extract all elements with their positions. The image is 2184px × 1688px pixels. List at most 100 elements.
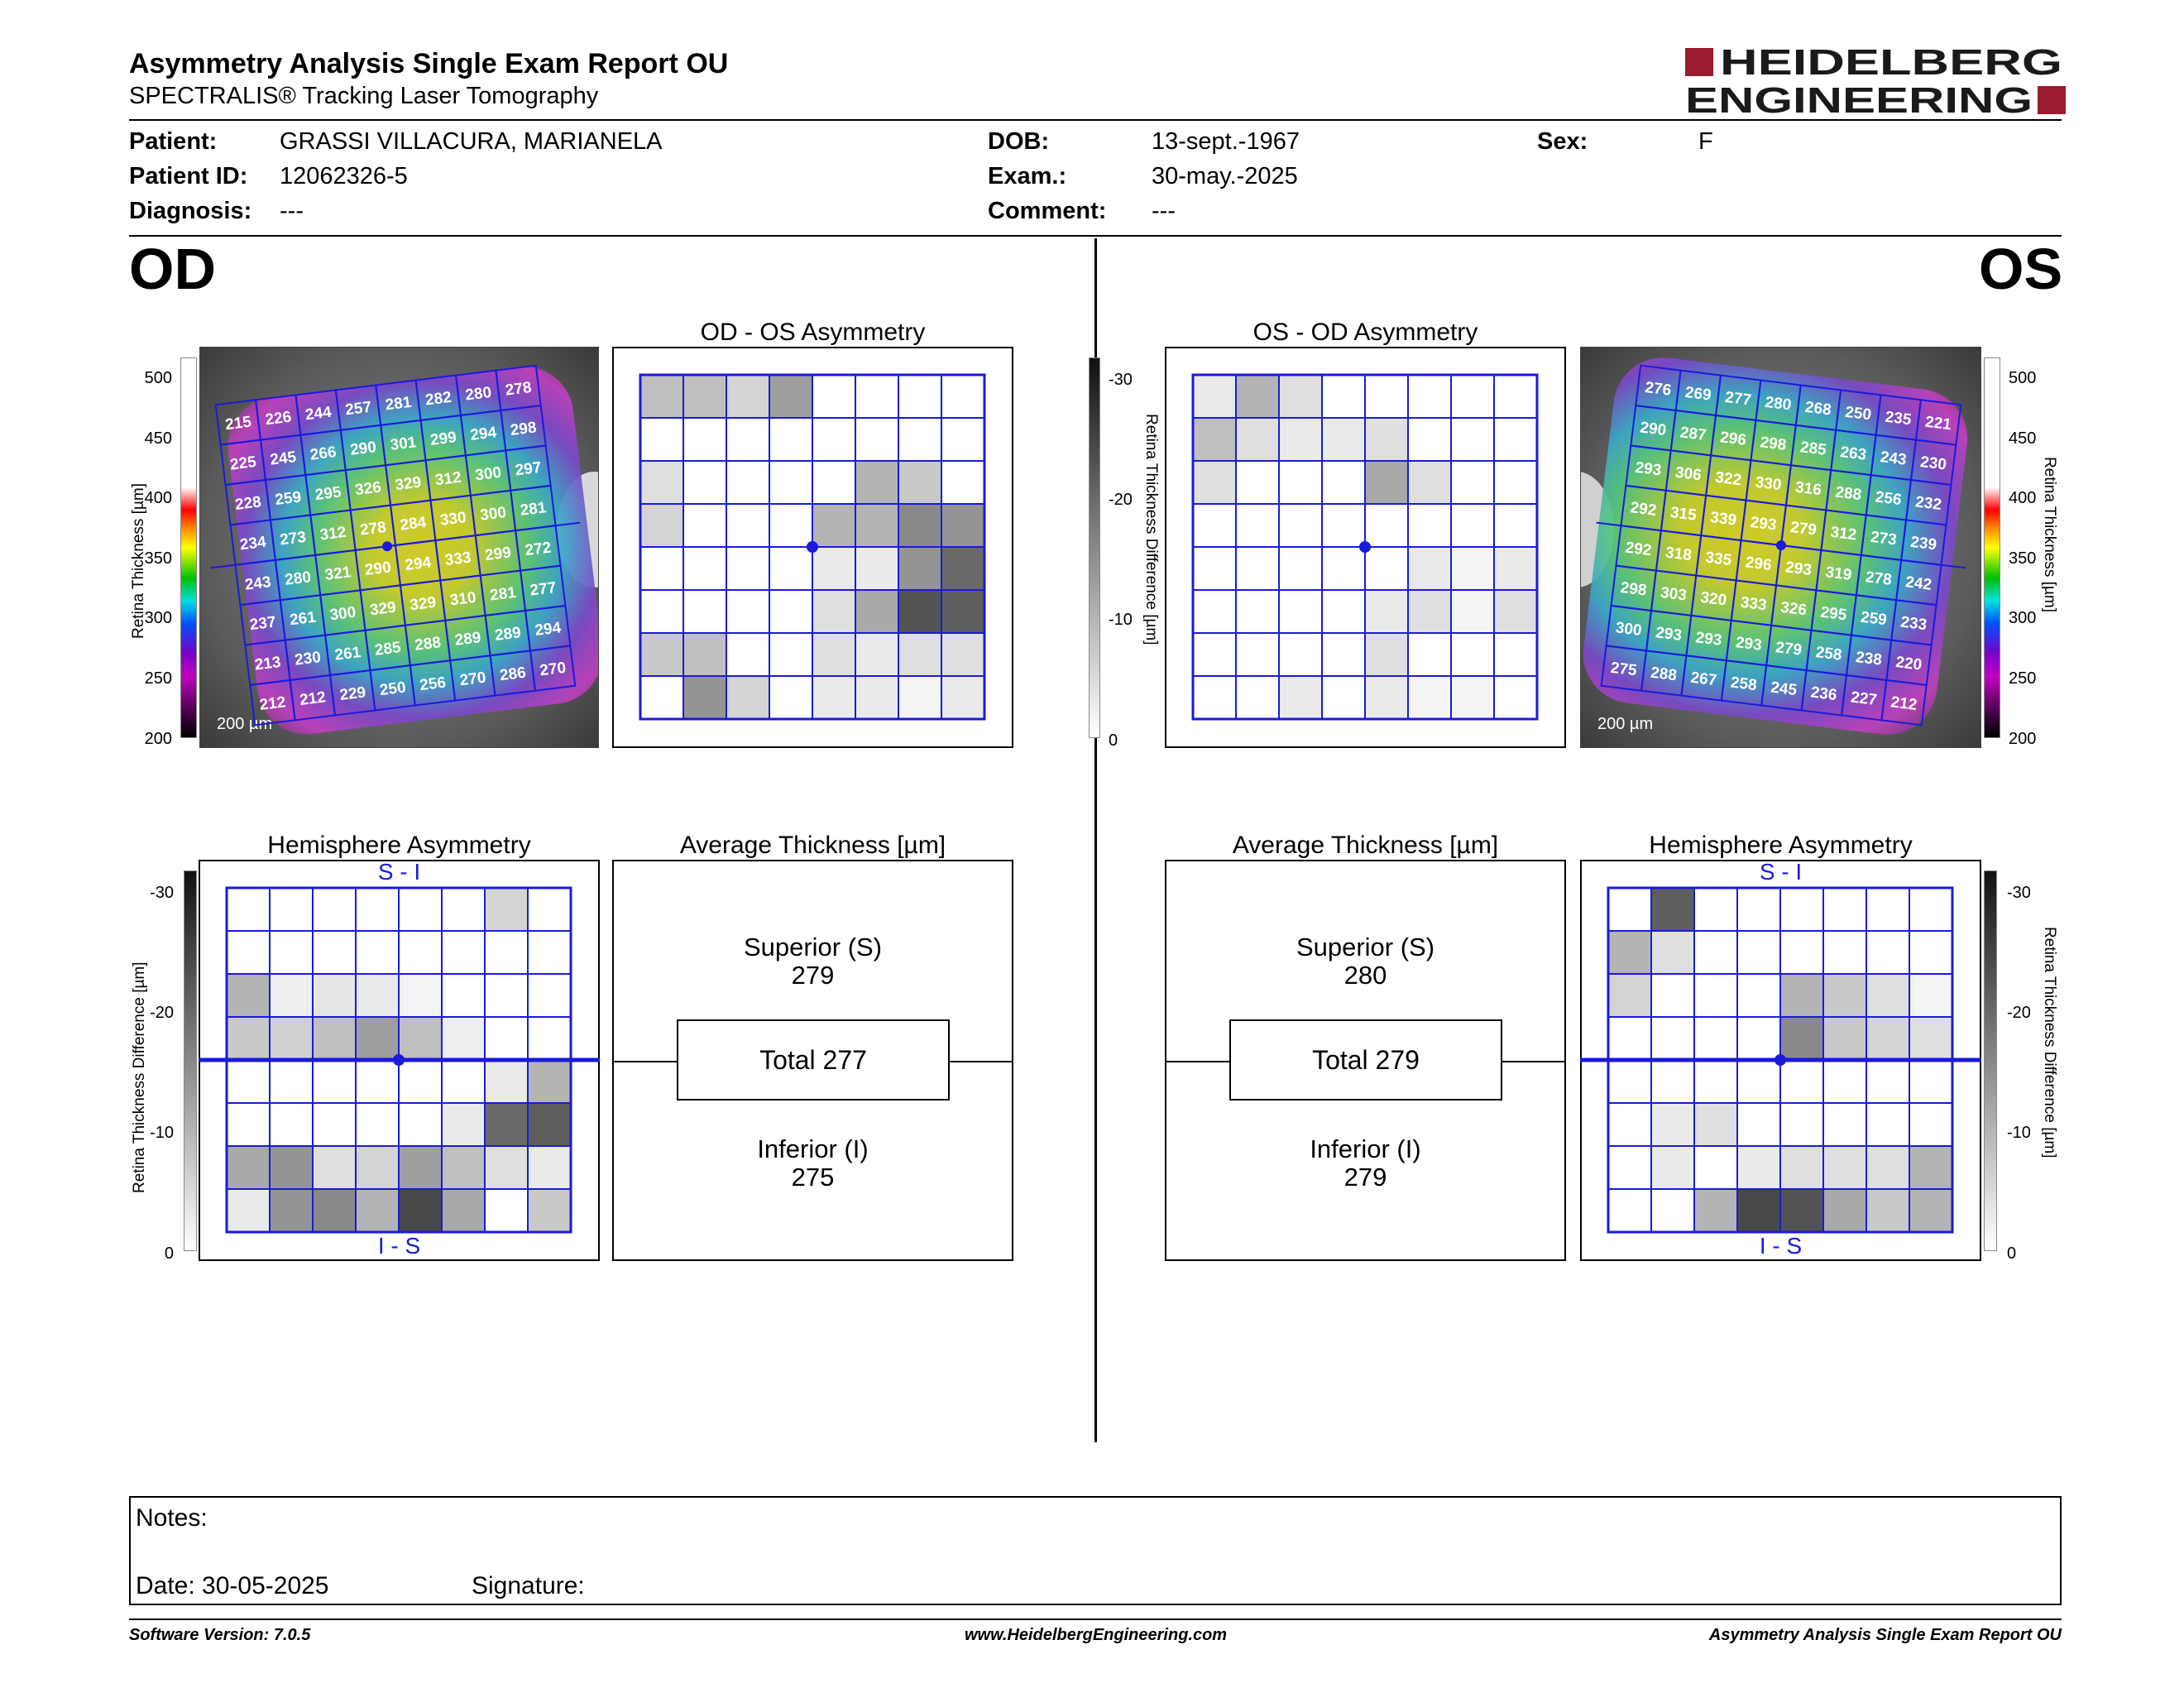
notes-box[interactable]: Notes: Date: 30-05-2025 Signature:: [129, 1496, 2062, 1605]
thickness-value: 272: [524, 539, 552, 560]
date-label: Date: 30-05-2025: [136, 1572, 329, 1599]
thickness-value: 280: [1764, 394, 1792, 415]
diff-tick: 0: [1109, 731, 1118, 750]
grid-cell: [769, 460, 813, 505]
thickness-value: 296: [1745, 554, 1773, 574]
grid-cell: [1650, 1016, 1695, 1061]
grid-cell: [1909, 1188, 1953, 1233]
grid-cell: [769, 589, 813, 634]
hemi-tick: 0: [164, 1244, 174, 1263]
grid-cell: [441, 1188, 486, 1233]
grid-cell: [1650, 930, 1695, 975]
thickness-value: 275: [1610, 659, 1638, 680]
thickness-value: 312: [434, 469, 462, 490]
grid-cell: [941, 417, 985, 462]
patient-id-label: Patient ID:: [129, 163, 248, 189]
patient-id: 12062326-5: [280, 163, 408, 189]
grid-cell: [1407, 675, 1452, 720]
thickness-value: 243: [1880, 448, 1908, 469]
os-thickness-grid: 276 269 277 280 268 250 235 221 290 287 296 298 285 2…: [1596, 364, 1966, 727]
grid-cell: [1736, 930, 1781, 975]
thickness-value: 280: [284, 568, 312, 589]
grid-cell: [1693, 1059, 1738, 1104]
grid-cell: [1607, 973, 1652, 1018]
grid-cell: [1321, 675, 1366, 720]
thickness-value: 256: [1875, 488, 1903, 509]
od-hemi-bottom-label: I - S: [377, 1233, 421, 1259]
thickness-value: 289: [494, 624, 522, 645]
thickness-value: 238: [1855, 649, 1883, 669]
grid-cell: [898, 589, 942, 634]
grid-cell: [355, 1016, 400, 1061]
thickness-value: 285: [1799, 439, 1827, 459]
grid-cell: [1736, 1016, 1781, 1061]
thickness-value: 286: [499, 664, 527, 685]
grid-cell: [1407, 503, 1452, 548]
thickness-value: 233: [1899, 614, 1928, 635]
thickness-value: 234: [239, 534, 267, 554]
grid-cell: [441, 930, 486, 975]
grid-cell: [898, 632, 942, 677]
od-tick: 400: [144, 489, 172, 507]
sex-label: Sex:: [1537, 128, 1588, 155]
hemi-tick: 0: [2007, 1244, 2017, 1263]
grid-cell: [682, 589, 727, 634]
od-superior-value: 279: [791, 961, 835, 990]
grid-cell: [1493, 417, 1538, 462]
grid-border: [639, 373, 986, 721]
thickness-value: 282: [424, 389, 453, 410]
thickness-value: 221: [1924, 414, 1952, 434]
grid-cell: [1493, 675, 1538, 720]
grid-cell: [812, 589, 856, 634]
thickness-value: 213: [254, 654, 282, 674]
thickness-value: 258: [1730, 674, 1758, 695]
grid-cell: [1650, 1059, 1695, 1104]
thickness-value: 322: [1714, 469, 1742, 490]
thickness-value: 295: [314, 483, 342, 504]
grid-cell: [1736, 1188, 1781, 1233]
thickness-value: 288: [414, 634, 442, 655]
od-tick: 450: [144, 429, 172, 448]
thickness-value: 212: [1889, 693, 1918, 714]
thickness-value: 215: [224, 414, 252, 434]
thickness-value: 320: [1699, 589, 1727, 610]
thickness-value: 329: [409, 594, 437, 615]
grid-cell: [1450, 675, 1495, 720]
thickness-value: 329: [369, 599, 397, 620]
grid-cell: [1650, 1188, 1695, 1233]
grid-cell: [1736, 1145, 1781, 1190]
grid-cell: [855, 546, 899, 591]
notes-label: Notes:: [136, 1504, 208, 1532]
grid-cell: [1364, 589, 1409, 634]
grid-cell: [398, 1059, 443, 1104]
grid-cell: [1822, 930, 1867, 975]
od-tick: 350: [144, 549, 172, 568]
thickness-value: 296: [1719, 429, 1747, 449]
grid-cell: [1736, 973, 1781, 1018]
footer-website[interactable]: www.HeidelbergEngineering.com: [965, 1626, 1228, 1644]
grid-cell: [1822, 973, 1867, 1018]
thickness-value: 319: [1824, 563, 1852, 584]
fovea-center-dot: [393, 1054, 405, 1066]
thickness-value: 300: [1615, 619, 1643, 640]
thickness-value: 244: [304, 404, 333, 424]
thickness-value: 294: [469, 424, 497, 444]
grid-cell: [941, 546, 985, 591]
thickness-value: 300: [474, 464, 502, 485]
grid-cell: [1736, 887, 1781, 932]
grid-cell: [1235, 546, 1280, 591]
grid-cell: [941, 503, 985, 548]
grid-cell: [269, 973, 314, 1018]
thickness-value: 279: [1789, 519, 1818, 539]
grid-cell: [1909, 973, 1953, 1018]
grid-cell: [484, 1102, 529, 1147]
grid-cell: [1650, 1102, 1695, 1147]
thickness-value: 281: [385, 394, 413, 415]
thickness-value: 242: [1904, 573, 1933, 594]
thickness-value: 292: [1629, 499, 1657, 520]
thickness-value: 279: [1774, 639, 1803, 659]
hemi-tick: -20: [2007, 1004, 2031, 1022]
grid-cell: [312, 1188, 357, 1233]
grid-cell: [355, 1188, 400, 1233]
grid-cell: [1866, 1188, 1910, 1233]
